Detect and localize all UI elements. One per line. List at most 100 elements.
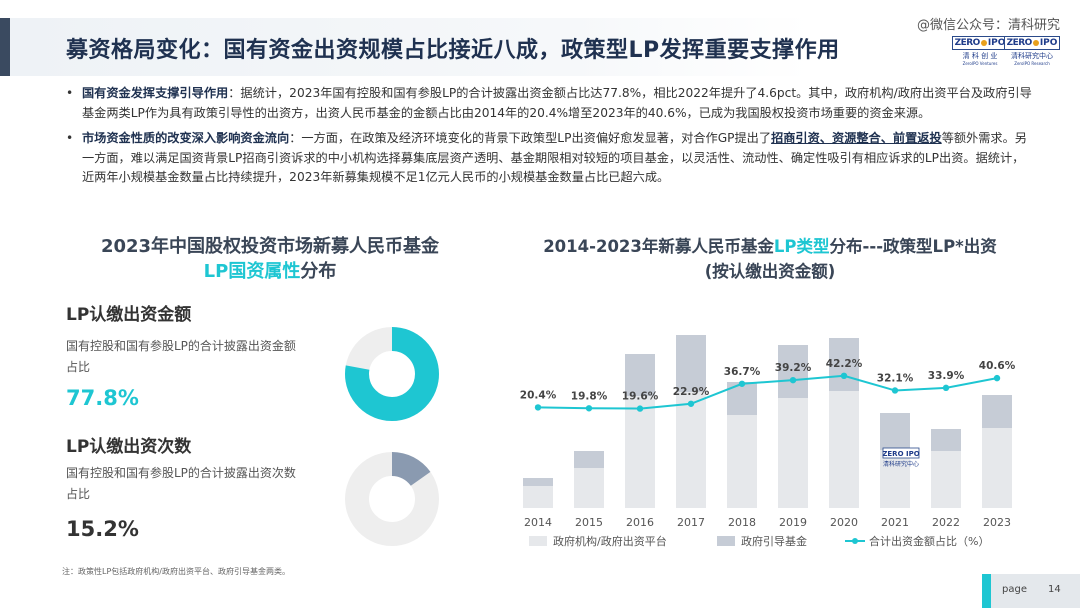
bar-line-chart: 2014 2015 2016 2017 2018 2019 2020 2021 2022 2023… bbox=[520, 335, 1016, 548]
title-bar: 募资格局变化：国有资金出资规模占比接近八成，政策型LP发挥重要支撑作用 bbox=[0, 18, 1080, 76]
legend-label: 合计出资金额占比（%） bbox=[869, 534, 989, 548]
watermark: @微信公众号：清科研究 bbox=[916, 18, 1060, 33]
donut-amount-slice bbox=[345, 327, 439, 421]
logo-cn-text: 清 科 创 业 bbox=[962, 52, 998, 60]
bar-segment-gov-platform bbox=[829, 391, 859, 508]
left-chart-title-line1: 2023年中国股权投资市场新募人民币基金 bbox=[100, 236, 440, 257]
page-indicator: page 14 bbox=[982, 574, 1080, 608]
metric-title-count: LP认缴出资次数 bbox=[66, 437, 192, 457]
left-chart-title: 2023年中国股权投资市场新募人民币基金 LP国资属性分布 bbox=[60, 234, 480, 284]
line-data-label: 33.9% bbox=[928, 370, 965, 382]
metric-desc-count: 国有控股和国有参股LP的合计披露出资次数占比 bbox=[66, 466, 296, 501]
line-data-label: 22.9% bbox=[673, 386, 710, 398]
x-tick-label: 2018 bbox=[728, 516, 756, 529]
line-point bbox=[534, 404, 542, 411]
page-label: page bbox=[1002, 584, 1027, 595]
chart-watermark-logo: ZERO IPO 清科研究中心 bbox=[882, 447, 920, 468]
bullet-text: ：一方面，在政策及经济环境变化的背景下政策型LP出资偏好愈发显著，对合作GP提出… bbox=[289, 131, 772, 145]
x-tick-label: 2020 bbox=[830, 516, 858, 529]
x-tick-label: 2015 bbox=[575, 516, 603, 529]
page-accent bbox=[982, 574, 991, 608]
zeroipo-ventures-logo: ZERO IPO 清 科 创 业 ZeroIPO Ventures bbox=[951, 36, 1009, 66]
right-chart-title: 2014-2023年新募人民币基金LP类型分布---政策型LP*出资 (按认缴出… bbox=[505, 234, 1035, 284]
line-point bbox=[840, 372, 848, 380]
bar-segment-gov-platform bbox=[574, 468, 604, 508]
chart-logo-text: ZERO IPO bbox=[882, 450, 919, 458]
left-chart-title-highlight: LP国资属性 bbox=[203, 261, 301, 282]
chart-logo-cn-text: 清科研究中心 bbox=[883, 460, 919, 468]
line-data-label: 42.2% bbox=[826, 358, 863, 370]
legend-swatch bbox=[529, 536, 547, 546]
logo-en-text: ZeroIPO Research bbox=[1014, 61, 1050, 66]
legend-swatch-point bbox=[852, 538, 858, 544]
bar-segment-gov-platform bbox=[625, 396, 655, 508]
donut-chart-amount bbox=[345, 327, 439, 421]
bar-segment-guidance-fund bbox=[982, 395, 1012, 428]
legend-swatch bbox=[717, 536, 735, 546]
line-point bbox=[789, 376, 797, 384]
logo-zero-text: ZERO bbox=[954, 38, 981, 48]
bullet-heading: 国有资金发挥支撑引导作用 bbox=[82, 86, 229, 100]
bar-segment-gov-platform bbox=[982, 428, 1012, 508]
bullet-text: ：据统计，2023年国有控股和国有参股LP的合计披露出资金额占比达77.8%，相… bbox=[82, 86, 1032, 120]
donut-count-slice bbox=[345, 452, 439, 546]
right-chart-title-part-a: 2014-2023年新募人民币基金 bbox=[543, 237, 774, 256]
bar-segment-gov-platform bbox=[880, 450, 910, 508]
line-data-label: 32.1% bbox=[877, 372, 914, 384]
line-point bbox=[738, 380, 746, 387]
bar-segment-gov-platform bbox=[727, 415, 757, 508]
line-data-label: 36.7% bbox=[724, 366, 761, 378]
bar-segment-guidance-fund bbox=[778, 345, 808, 398]
zeroipo-research-logo: ZERO IPO 清科研究中心 ZeroIPO Research bbox=[1003, 36, 1061, 66]
bullet-list: 国有资金发挥支撑引导作用：据统计，2023年国有控股和国有参股LP的合计披露出资… bbox=[66, 84, 1036, 194]
line-point bbox=[687, 400, 695, 407]
x-tick-label: 2021 bbox=[881, 516, 909, 529]
x-tick-label: 2017 bbox=[677, 516, 705, 529]
bar-segment-guidance-fund bbox=[880, 413, 910, 450]
logo-ipo-text: IPO bbox=[1039, 38, 1058, 48]
legend-label: 政府引导基金 bbox=[741, 534, 807, 548]
line-series bbox=[537, 374, 998, 410]
x-tick-label: 2023 bbox=[983, 516, 1011, 529]
donut-chart-count bbox=[345, 452, 439, 546]
logo-en-text: ZeroIPO Ventures bbox=[962, 61, 998, 66]
bar-segment-gov-platform bbox=[676, 392, 706, 508]
left-chart-title-rest: 分布 bbox=[300, 261, 337, 282]
line-data-label: 40.6% bbox=[979, 360, 1016, 372]
page-number: 14 bbox=[1048, 584, 1061, 595]
legend-label: 政府机构/政府出资平台 bbox=[553, 534, 667, 548]
bullet-highlight: 招商引资、资源整合、前置返投 bbox=[771, 131, 942, 145]
bar-segment-guidance-fund bbox=[574, 451, 604, 468]
line-point bbox=[942, 384, 950, 392]
title-accent bbox=[0, 18, 10, 76]
line-data-label: 19.6% bbox=[622, 391, 659, 403]
x-tick-label: 2019 bbox=[779, 516, 807, 529]
title-background bbox=[10, 18, 810, 76]
right-chart-title-highlight: LP类型 bbox=[773, 237, 830, 256]
page-title: 募资格局变化：国有资金出资规模占比接近八成，政策型LP发挥重要支撑作用 bbox=[66, 38, 840, 63]
bar-segment-gov-platform bbox=[778, 398, 808, 508]
right-chart-title-line2: (按认缴出资金额) bbox=[704, 262, 836, 281]
line-point bbox=[585, 405, 593, 412]
bar-segment-gov-platform bbox=[931, 451, 961, 508]
logo-zero-text: ZERO bbox=[1006, 38, 1033, 48]
bar-segment-guidance-fund bbox=[676, 335, 706, 392]
x-tick-label: 2022 bbox=[932, 516, 960, 529]
logo-ipo-text: IPO bbox=[987, 38, 1006, 48]
line-data-label: 20.4% bbox=[520, 389, 557, 401]
bullet-item: 市场资金性质的改变深入影响资金流向：一方面，在政策及经济环境变化的背景下政策型L… bbox=[66, 129, 1036, 188]
bar-segment-guidance-fund bbox=[931, 429, 961, 451]
bar-segment-guidance-fund bbox=[829, 338, 859, 391]
x-tick-label: 2016 bbox=[626, 516, 654, 529]
line-point bbox=[891, 387, 899, 394]
bullet-text: 等额外需求。另一方面，难以满足国资背景LP招商引资诉求的中小机构选择募集底层资产… bbox=[82, 131, 1027, 184]
line-data-label: 39.2% bbox=[775, 362, 812, 374]
metric-value-amount: 77.8% bbox=[66, 386, 139, 410]
line-point bbox=[636, 405, 644, 412]
bar-segment-gov-platform bbox=[523, 486, 553, 508]
line-point bbox=[993, 374, 1001, 382]
metric-value-count: 15.2% bbox=[66, 517, 139, 541]
footnote: 注：政策性LP包括政府机构/政府出资平台、政府引导基金两类。 bbox=[62, 567, 290, 576]
right-chart-title-part-b: 分布---政策型LP*出资 bbox=[829, 237, 997, 256]
x-tick-label: 2014 bbox=[524, 516, 552, 529]
